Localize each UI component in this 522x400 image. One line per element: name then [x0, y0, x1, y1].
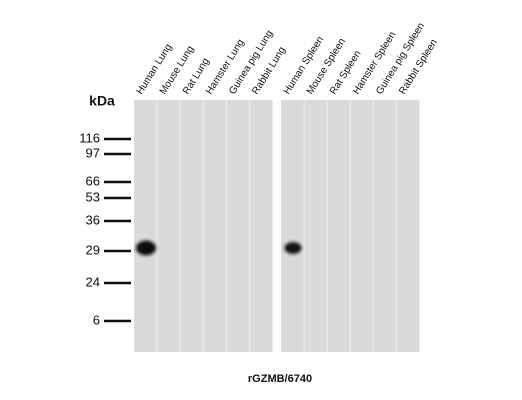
marker-label: 53	[86, 189, 100, 204]
unit-label: kDa	[89, 93, 115, 109]
band	[136, 240, 156, 256]
marker-label: 6	[93, 312, 100, 327]
marker-label: 116	[79, 130, 100, 145]
caption: rGZMB/6740	[248, 373, 312, 385]
marker-label: 66	[86, 173, 100, 188]
marker-label: 36	[86, 212, 100, 227]
marker-label: 24	[86, 274, 100, 289]
band	[284, 242, 302, 254]
marker-label: 97	[86, 145, 100, 160]
marker-label: 29	[86, 242, 100, 257]
